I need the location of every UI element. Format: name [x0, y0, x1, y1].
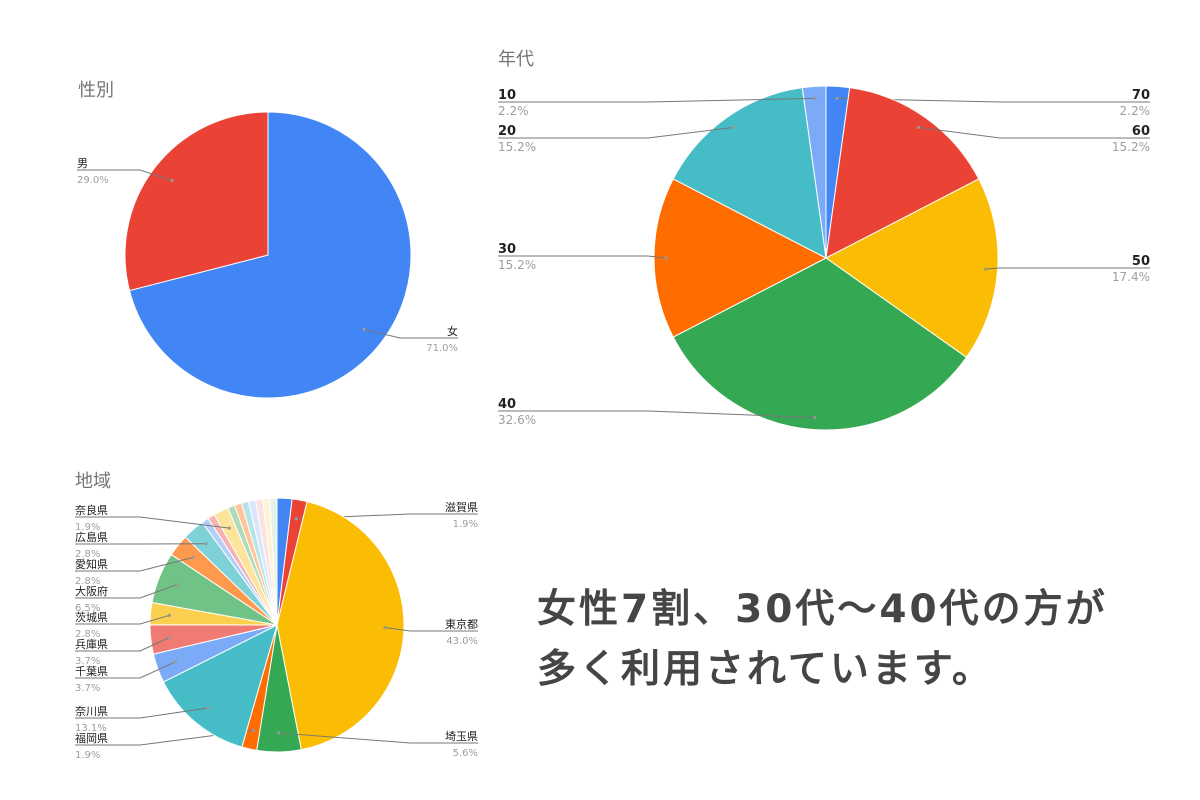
leader-line	[918, 126, 1150, 139]
chart-title-region: 地域	[75, 471, 111, 492]
slice-label: 60	[1132, 124, 1150, 139]
leader-dot	[170, 178, 174, 183]
slice-value-label: 1.9%	[75, 522, 100, 533]
slice-value-label: 13.1%	[75, 723, 107, 734]
leader-line	[77, 169, 173, 181]
pie-slice	[124, 111, 269, 292]
slice-value-label: 43.0%	[446, 636, 478, 647]
leader-line	[498, 255, 667, 259]
slice-label: 福岡県	[75, 731, 108, 745]
leader-line	[985, 267, 1150, 270]
slice-value-label: 2.8%	[75, 549, 100, 560]
leader-dot	[251, 728, 255, 732]
leader-dot	[168, 635, 172, 639]
leader-dot	[362, 327, 366, 332]
slice-value-label: 71.0%	[426, 343, 458, 354]
slice-label: 東京都	[445, 617, 478, 631]
leader-line	[75, 636, 170, 652]
slice-value-label: 17.4%	[1112, 270, 1150, 284]
slice-value-label: 15.2%	[498, 140, 536, 154]
leader-dot	[206, 706, 210, 710]
slice-value-label: 15.2%	[498, 258, 536, 272]
pie-slice	[825, 178, 999, 359]
slice-value-label: 2.8%	[75, 576, 100, 587]
leader-dot	[167, 613, 172, 617]
slice-value-label: 32.6%	[498, 413, 536, 427]
leader-dot	[983, 267, 988, 271]
leader-dot	[664, 256, 668, 260]
leader-dot	[813, 96, 817, 101]
leader-line	[363, 329, 458, 339]
leader-line	[384, 627, 478, 632]
slice-value-label: 2.8%	[75, 629, 100, 640]
pie-slice	[276, 501, 405, 751]
slice-value-label: 2.2%	[498, 104, 529, 118]
slice-value-label: 6.5%	[75, 603, 100, 614]
pie-slice	[801, 85, 827, 259]
slice-label: 大阪府	[75, 584, 108, 598]
slice-value-label: 2.2%	[1120, 104, 1151, 118]
leader-dot	[835, 96, 839, 101]
slice-label: 10	[498, 88, 516, 103]
pie-slice	[128, 111, 412, 399]
slice-label: 茨城県	[75, 610, 108, 624]
slice-label: 70	[1132, 88, 1150, 103]
leader-line	[75, 661, 176, 679]
leader-dot	[277, 731, 281, 735]
leader-line	[498, 97, 815, 103]
slice-value-label: 15.2%	[1112, 140, 1150, 154]
slice-value-label: 29.0%	[77, 175, 109, 186]
leader-dot	[191, 555, 195, 560]
leader-line	[75, 584, 178, 599]
slice-label: 埼玉県	[445, 729, 478, 743]
leader-dot	[732, 125, 736, 130]
slice-label: 男	[77, 157, 88, 170]
slice-value-label: 1.9%	[75, 750, 100, 761]
pie-slice	[672, 257, 968, 431]
slice-label: 滋賀県	[445, 501, 478, 514]
pie-slice	[653, 178, 828, 338]
pie-slice	[162, 624, 278, 748]
slice-value-label: 3.7%	[75, 656, 100, 667]
slice-label: 奈良県	[75, 503, 108, 517]
leader-line	[75, 516, 230, 529]
slice-label: 女	[447, 324, 458, 338]
slice-label: 30	[498, 242, 516, 257]
leader-dot	[813, 415, 817, 420]
leader-line	[498, 410, 815, 419]
chart-title-gender: 性別	[78, 80, 114, 101]
slice-label: 50	[1132, 254, 1150, 269]
leader-line	[75, 707, 209, 719]
slice-label: 奈川県	[75, 704, 108, 718]
pie-slice	[269, 497, 278, 626]
leader-line	[498, 126, 734, 139]
leader-dot	[294, 517, 298, 521]
summary-line-2: 多く利用されています。	[537, 647, 994, 692]
slice-value-label: 3.7%	[75, 683, 100, 694]
leader-dot	[173, 660, 178, 664]
leader-dot	[175, 583, 179, 587]
leader-line	[75, 556, 193, 572]
leader-dot	[227, 526, 231, 530]
slice-label: 40	[498, 397, 516, 412]
slice-value-label: 5.6%	[453, 748, 478, 759]
chart-title-age: 年代	[498, 49, 534, 70]
slice-label: 兵庫県	[75, 637, 108, 651]
slice-label: 愛知県	[75, 557, 108, 571]
leader-dot	[204, 542, 208, 546]
slice-label: 千葉県	[75, 664, 108, 678]
slice-label: 広島県	[75, 530, 108, 544]
leader-line	[278, 732, 478, 744]
leader-line	[75, 614, 170, 625]
summary-line-1: 女性7割、30代〜40代の方が	[537, 587, 1108, 632]
slice-value-label: 1.9%	[453, 519, 478, 530]
leader-dot	[383, 625, 387, 630]
slice-label: 20	[498, 124, 516, 139]
leader-dot	[916, 125, 920, 130]
